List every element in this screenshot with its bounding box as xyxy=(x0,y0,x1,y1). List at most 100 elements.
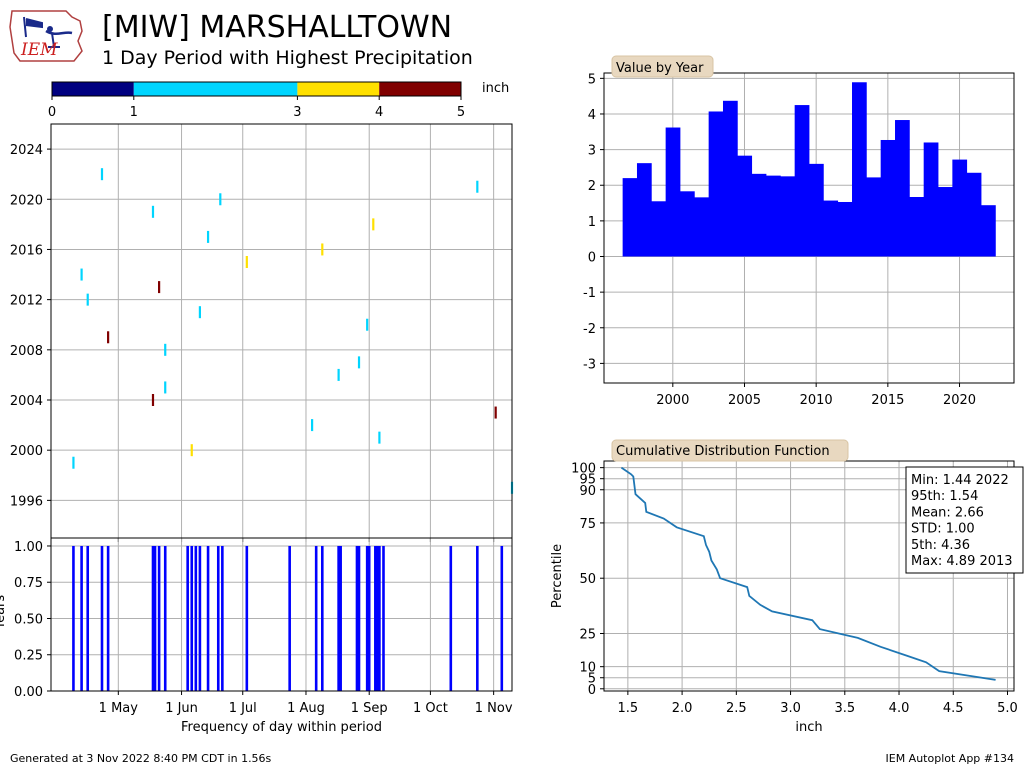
frequency-frame xyxy=(50,537,513,692)
y-tick-label: -1 xyxy=(583,286,596,301)
y-tick-label: -3 xyxy=(583,357,596,372)
year-bar xyxy=(880,139,896,257)
y-tick-label: 5 xyxy=(588,672,596,687)
x-tick-label: 1.5 xyxy=(618,701,639,716)
year-bar xyxy=(981,205,996,257)
year-bar xyxy=(837,201,853,257)
year-bar xyxy=(751,173,767,257)
frequency-bar xyxy=(86,545,90,691)
x-tick-label: 4.0 xyxy=(889,701,910,716)
year-bar xyxy=(679,191,695,257)
year-frame xyxy=(603,72,1015,384)
y-tick-label: 2020 xyxy=(10,193,43,208)
frequency-bar xyxy=(216,545,220,691)
frequency-bar xyxy=(449,545,453,691)
frequency-bar xyxy=(357,545,361,691)
y-tick-label: 0.00 xyxy=(14,685,43,700)
stats-line: Max: 4.89 2013 xyxy=(911,554,1013,569)
panel-title: Value by Year xyxy=(616,61,704,76)
frequency-bar xyxy=(288,545,291,691)
frequency-bar xyxy=(367,545,371,691)
frequency-bar xyxy=(163,545,167,691)
panel-label-box xyxy=(611,439,849,462)
frequency-bar xyxy=(106,545,110,691)
frequency-bar xyxy=(500,545,504,691)
frequency-bar xyxy=(314,545,318,691)
frequency-bar xyxy=(72,545,75,691)
year-bar xyxy=(823,200,839,257)
y-tick-label: 3 xyxy=(588,144,596,159)
x-tick-label: 2020 xyxy=(943,393,976,408)
stats-line: Min: 1.44 2022 xyxy=(911,473,1009,488)
y-tick-label: -2 xyxy=(583,322,596,337)
scatter-panel: 1996 2000 2004 2008 2012 2016 2020 2024 xyxy=(10,123,514,542)
page-subtitle: 1 Day Period with Highest Precipitation xyxy=(102,47,473,69)
y-tick-label: 1 xyxy=(588,215,596,230)
frequency-bar xyxy=(339,545,342,691)
y-tick-label: 0.25 xyxy=(14,649,43,664)
x-tick-label: 2005 xyxy=(728,393,761,408)
colorbar-tick-label: 1 xyxy=(130,105,138,120)
y-tick-label: 2000 xyxy=(10,444,43,459)
x-tick-label: 2000 xyxy=(656,393,689,408)
stats-line: 5th: 4.36 xyxy=(911,538,970,553)
x-tick-label: 4.5 xyxy=(943,701,964,716)
page-title: [MIW] MARSHALLTOWN xyxy=(102,10,453,45)
stats-line: 95th: 1.54 xyxy=(911,489,978,504)
x-tick-label: 1 Sep xyxy=(351,701,388,716)
year-bar xyxy=(909,197,925,257)
y-tick-label: 0 xyxy=(588,683,596,698)
y-tick-label: 5 xyxy=(588,72,596,87)
y-tick-label: 50 xyxy=(579,572,596,587)
y-tick-label: 1.00 xyxy=(14,540,43,555)
logo-text: IEM xyxy=(20,40,58,60)
year-bar xyxy=(722,100,738,257)
y-tick-label: 2012 xyxy=(10,294,43,309)
colorbar-tick-label: 0 xyxy=(48,105,56,120)
year-bar xyxy=(809,163,824,257)
colorbar-frame xyxy=(51,81,462,97)
year-bar xyxy=(895,120,910,257)
x-tick-label: 1 Jul xyxy=(229,701,257,716)
frequency-bar xyxy=(355,545,359,691)
frequency-bar xyxy=(198,545,202,691)
frequency-bar xyxy=(320,545,324,691)
footer-app: IEM Autoplot App #134 xyxy=(885,752,1015,765)
colorbar-segment xyxy=(52,82,134,96)
year-bar xyxy=(622,178,638,257)
x-tick-label: 2010 xyxy=(800,393,833,408)
year-bar xyxy=(966,172,982,257)
y-tick-label: 75 xyxy=(579,517,596,532)
year-bar xyxy=(665,127,681,257)
colorbar-tick-label: 4 xyxy=(375,105,383,120)
year-bar xyxy=(694,197,710,257)
year-bar xyxy=(852,82,867,257)
frequency-bar xyxy=(382,545,385,691)
frequency-bar xyxy=(245,545,249,691)
x-tick-label: 1 Nov xyxy=(475,701,513,716)
colorbar: 0 1 3 4 5 inch xyxy=(48,81,509,120)
year-bar xyxy=(794,105,810,257)
frequency-bar xyxy=(186,545,189,691)
year-bar xyxy=(780,176,796,257)
colorbar-tick-label: 5 xyxy=(457,105,465,120)
x-tick-label: 2.0 xyxy=(672,701,693,716)
y-tick-label: 1996 xyxy=(10,494,43,509)
windsock-icon xyxy=(23,16,43,38)
year-bar xyxy=(708,111,724,257)
year-bar xyxy=(737,155,753,257)
y-tick-label: 2024 xyxy=(10,143,43,158)
year-bar xyxy=(923,142,939,257)
y-tick-label: 100 xyxy=(571,462,596,477)
x-tick-label: 2015 xyxy=(871,393,904,408)
x-tick-label: 1 Oct xyxy=(413,701,448,716)
y-tick-label: 90 xyxy=(579,484,596,499)
y-tick-label: 2 xyxy=(588,179,596,194)
x-axis-label: inch xyxy=(795,720,822,735)
scatter-frame xyxy=(50,123,513,539)
y-tick-label: 0.50 xyxy=(14,612,43,627)
x-tick-label: 1 Aug xyxy=(287,701,325,716)
x-tick-label: 3.5 xyxy=(834,701,855,716)
x-tick-label: 1 May xyxy=(99,701,139,716)
